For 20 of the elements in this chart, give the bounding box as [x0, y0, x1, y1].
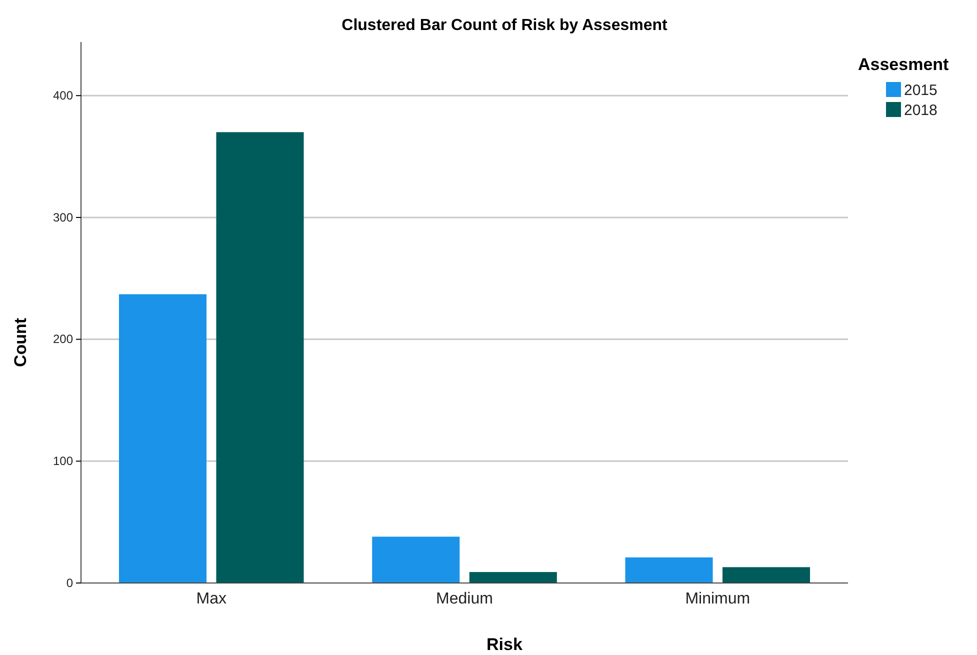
y-tick-label: 300	[52, 210, 74, 224]
legend-label: 2015	[904, 82, 938, 99]
y-tick-label: 0	[66, 576, 74, 590]
bar	[372, 536, 460, 583]
x-tick-label: Minimum	[685, 590, 750, 608]
x-tick-label: Max	[196, 590, 226, 608]
legend-label: 2018	[904, 102, 938, 119]
y-tick-label: 400	[52, 88, 74, 102]
y-axis-title: Count	[11, 318, 30, 368]
x-tick-label: Medium	[436, 590, 493, 608]
legend-title: Assesment	[858, 55, 950, 74]
x-axis-title: Risk	[486, 635, 523, 654]
y-tick-label: 200	[52, 332, 74, 346]
bar	[469, 572, 557, 583]
bar	[118, 294, 206, 583]
bar	[625, 557, 713, 583]
y-tick-label: 100	[52, 454, 74, 468]
bar	[216, 132, 304, 583]
bar	[722, 567, 810, 583]
chart-title: Clustered Bar Count of Risk by Assesment	[342, 17, 668, 34]
